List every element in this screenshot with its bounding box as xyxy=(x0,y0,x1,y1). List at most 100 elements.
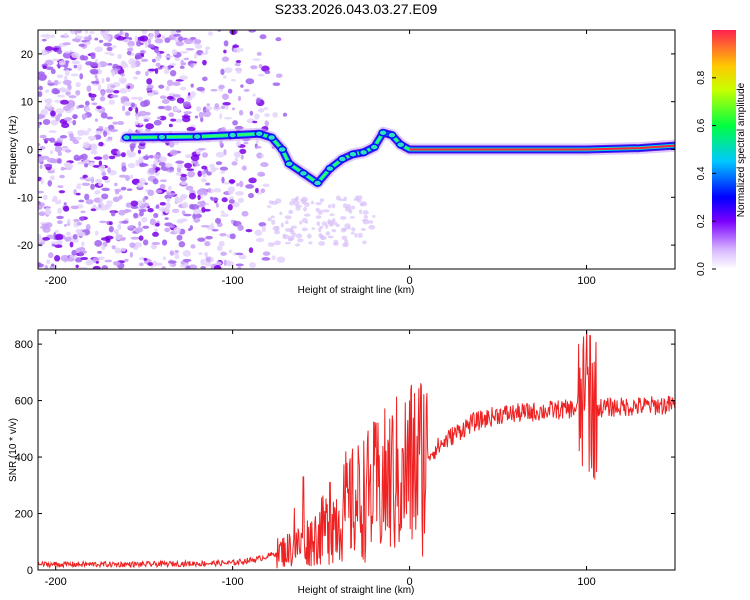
spectral-noise-point xyxy=(194,115,199,119)
spectral-noise-point xyxy=(69,241,74,248)
spectral-noise-point xyxy=(62,79,72,85)
spectral-noise-point xyxy=(301,227,308,232)
spectral-noise-point xyxy=(81,160,90,165)
spectral-noise-point xyxy=(159,202,167,206)
spectral-noise-point xyxy=(197,147,206,151)
spectral-noise-point xyxy=(289,201,295,206)
spectral-noise-point xyxy=(204,262,212,267)
colorbar-gradient xyxy=(712,30,736,269)
spectral-noise-point xyxy=(275,73,283,78)
spectral-noise-point xyxy=(55,114,60,122)
spectral-noise-point xyxy=(97,63,101,69)
spectral-noise-point xyxy=(164,37,171,43)
spectral-noise-point xyxy=(118,174,127,178)
spectral-noise-point xyxy=(201,170,206,175)
spectral-noise-point xyxy=(347,203,351,210)
spectral-noise-point xyxy=(295,206,301,211)
spectral-noise-point xyxy=(176,234,183,241)
spectral-noise-point xyxy=(196,86,205,92)
spectral-noise-point xyxy=(168,260,177,264)
spectral-noise-point xyxy=(175,79,184,82)
spectral-noise-point xyxy=(234,62,241,67)
spectral-noise-point xyxy=(90,149,98,155)
spectral-noise-point xyxy=(182,250,191,257)
spectral-noise-point xyxy=(202,106,207,113)
spectral-noise-point xyxy=(72,119,77,126)
spectral-noise-point xyxy=(315,215,322,219)
top-y-tick-label: 20 xyxy=(21,49,33,61)
spectral-noise-point xyxy=(86,85,92,92)
spectral-noise-point xyxy=(141,216,148,223)
spectral-noise-point xyxy=(202,59,207,66)
spectral-noise-point xyxy=(104,259,113,263)
spectral-noise-point xyxy=(272,112,278,118)
spectral-noise-point xyxy=(180,86,187,91)
spectral-noise-point xyxy=(106,46,113,52)
spectral-noise-point xyxy=(261,65,270,72)
spectral-noise-point xyxy=(63,75,68,81)
spectral-noise-point xyxy=(249,262,256,269)
spectral-noise-point xyxy=(174,195,179,202)
spectral-noise-point xyxy=(221,56,230,62)
spectral-noise-point xyxy=(63,202,67,206)
spectral-noise-point xyxy=(75,81,81,88)
spectral-noise-point xyxy=(284,227,292,232)
spectral-noise-point xyxy=(368,220,374,224)
spectral-noise-point xyxy=(153,154,161,160)
spectral-noise-point xyxy=(190,91,196,98)
colorbar-label: Normalized spectral amplitude xyxy=(736,82,747,217)
spectral-noise-point xyxy=(152,178,159,185)
spectral-noise-point xyxy=(169,250,174,256)
spectral-noise-point xyxy=(257,73,265,77)
spectral-noise-point xyxy=(111,245,116,250)
spectral-noise-point xyxy=(351,227,356,232)
spectral-noise-point xyxy=(138,157,144,164)
spectral-noise-point xyxy=(329,223,334,227)
spectral-noise-point xyxy=(125,202,132,208)
spectral-noise-point xyxy=(180,181,188,185)
spectral-noise-point xyxy=(139,122,143,126)
spectral-noise-point xyxy=(72,113,78,120)
spectral-noise-point xyxy=(245,78,255,85)
spectral-noise-point xyxy=(205,235,213,240)
spectral-noise-point xyxy=(341,235,348,241)
spectral-noise-point xyxy=(90,143,97,149)
spectral-noise-point xyxy=(198,188,207,193)
spectral-noise-point xyxy=(95,178,103,183)
spectral-noise-point xyxy=(115,190,120,195)
spectral-noise-point xyxy=(237,266,242,269)
spectral-ridge-node xyxy=(395,140,406,149)
spectral-noise-point xyxy=(360,201,368,207)
spectral-noise-point xyxy=(248,30,256,33)
spectral-noise-point xyxy=(122,220,129,224)
spectral-noise-point xyxy=(372,215,376,218)
spectral-noise-point xyxy=(232,44,240,49)
spectral-noise-point xyxy=(252,58,261,61)
spectral-noise-point xyxy=(54,145,63,153)
spectral-noise-point xyxy=(49,175,55,181)
spectral-noise-point xyxy=(117,120,125,126)
spectral-noise-point xyxy=(258,222,267,227)
spectral-noise-point xyxy=(90,70,99,75)
spectral-noise-point xyxy=(194,43,203,49)
spectral-noise-point xyxy=(198,252,203,256)
spectral-noise-point xyxy=(282,112,288,117)
spectral-noise-point xyxy=(84,30,89,34)
spectral-noise-point xyxy=(180,173,187,177)
spectral-noise-point xyxy=(135,227,144,233)
spectral-noise-point xyxy=(288,235,295,241)
spectral-noise-point xyxy=(81,241,85,247)
spectral-noise-point xyxy=(79,250,83,257)
spectral-noise-point xyxy=(215,151,225,158)
spectral-noise-point xyxy=(182,62,187,66)
spectral-noise-point xyxy=(101,244,106,251)
spectral-noise-point xyxy=(130,236,140,240)
spectral-noise-point xyxy=(146,78,153,85)
spectral-noise-point xyxy=(220,213,229,218)
spectral-noise-point xyxy=(193,208,202,215)
spectral-noise-point xyxy=(57,151,62,157)
spectral-noise-point xyxy=(173,33,181,37)
spectral-noise-point xyxy=(85,224,91,231)
spectral-noise-point xyxy=(164,227,170,233)
spectral-noise-point xyxy=(99,30,109,37)
